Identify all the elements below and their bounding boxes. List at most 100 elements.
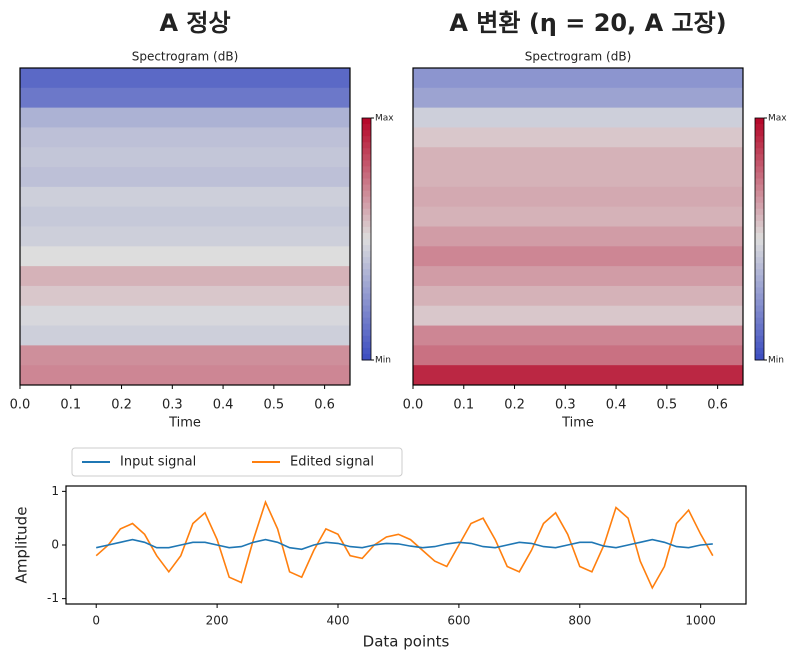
x-tick-label: 200 [206, 614, 229, 628]
x-tick-label: 0.2 [504, 398, 525, 413]
heatmap-row [413, 147, 743, 168]
heatmap-row [413, 266, 743, 287]
heatmap-row [413, 285, 743, 307]
plot-frame [19, 67, 351, 386]
colorbar-cell [755, 208, 764, 216]
colorbar-cell [362, 160, 371, 167]
colorbar-cell [362, 341, 371, 349]
x-tick-label: 0.0 [10, 398, 31, 413]
colorbar-cell [362, 353, 371, 361]
heatmap-row [20, 285, 350, 307]
x-tick-label: 0.5 [264, 398, 285, 413]
x-axis-label: Data points [363, 633, 450, 651]
heatmap-row [20, 127, 350, 148]
x-axis-label: Time [168, 416, 201, 431]
colorbar-cell [362, 190, 371, 198]
heatmap-row [20, 147, 350, 168]
colorbar-cell [755, 142, 764, 149]
colorbar-cell [755, 245, 764, 252]
colorbar-cell [362, 251, 371, 258]
colorbar-cell [755, 347, 764, 355]
colorbar-cell [362, 245, 371, 252]
colorbar-cell [362, 257, 371, 264]
heatmap-row [413, 206, 743, 227]
x-tick-label: 0.2 [111, 398, 132, 413]
colorbar-cell [362, 130, 371, 137]
x-tick-label: 0.1 [453, 398, 474, 413]
colorbar-cell [362, 305, 371, 313]
colorbar-cell [755, 263, 764, 270]
colorbar-cell [755, 124, 764, 131]
colorbar-frame [361, 117, 372, 361]
y-tick-label: 0 [51, 538, 59, 552]
colorbar-cell [362, 329, 371, 337]
heatmap-row [413, 87, 743, 109]
colorbar-label: Min [375, 356, 391, 366]
colorbar-cell [362, 335, 371, 343]
colorbar-cell [362, 226, 371, 234]
heatmap-row [20, 226, 350, 247]
series-line [96, 538, 713, 551]
heatmap-row [20, 305, 350, 327]
x-tick-label: 0.5 [657, 398, 678, 413]
colorbar-cell [755, 118, 764, 125]
colorbar-cell [755, 305, 764, 313]
colorbar-cell [362, 269, 371, 276]
colorbar-cell [755, 317, 764, 325]
colorbar-label: Min [768, 356, 784, 366]
colorbar-cell [362, 154, 371, 161]
x-tick-label: 0.3 [555, 398, 576, 413]
legend-box [71, 447, 403, 477]
x-tick-label: 800 [568, 614, 591, 628]
colorbar-cell [362, 118, 371, 125]
colorbar-label: Max [768, 114, 787, 124]
colorbar-cell [755, 269, 764, 276]
colorbar-cell [755, 202, 764, 210]
x-tick-label: 600 [447, 614, 470, 628]
x-tick-label: 0.1 [60, 398, 81, 413]
legend-label: Input signal [120, 455, 196, 470]
colorbar-cell [755, 341, 764, 349]
heatmap-row [413, 325, 743, 346]
colorbar-cell [362, 202, 371, 210]
x-tick-label: 0.4 [213, 398, 234, 413]
x-tick-label: 0.3 [162, 398, 183, 413]
colorbar-cell [362, 208, 371, 216]
colorbar-cell [362, 214, 371, 222]
colorbar-cell [755, 239, 764, 246]
colorbar-cell [362, 281, 371, 288]
x-tick-label: 1000 [685, 614, 716, 628]
colorbar-cell [362, 263, 371, 270]
heatmap-row [20, 365, 350, 386]
colorbar-cell [755, 335, 764, 343]
colorbar-cell [755, 148, 764, 155]
y-tick-label: -1 [47, 591, 59, 605]
heatmap-row [20, 87, 350, 109]
colorbar-cell [755, 166, 764, 173]
heatmap-row [413, 127, 743, 148]
heatmap-row [413, 167, 743, 188]
colorbar-cell [755, 190, 764, 198]
colorbar-cell [755, 311, 764, 319]
x-tick-label: 0.4 [606, 398, 627, 413]
heatmap-row [413, 365, 743, 386]
colorbar-cell [362, 239, 371, 246]
colorbar-cell [362, 196, 371, 204]
colorbar-cell [362, 148, 371, 155]
colorbar-cell [755, 226, 764, 234]
colorbar-cell [755, 130, 764, 137]
colorbar-cell [362, 172, 371, 179]
colorbar-cell [362, 124, 371, 131]
colorbar-cell [755, 136, 764, 143]
colorbar-cell [362, 166, 371, 173]
colorbar-cell [755, 184, 764, 192]
colorbar-cell [755, 251, 764, 258]
colorbar-frame [754, 117, 765, 361]
colorbar-cell [362, 299, 371, 307]
colorbar-cell [362, 184, 371, 192]
colorbar-cell [362, 142, 371, 149]
colorbar-cell [755, 281, 764, 288]
colorbar-cell [362, 178, 371, 186]
colorbar-cell [755, 214, 764, 222]
